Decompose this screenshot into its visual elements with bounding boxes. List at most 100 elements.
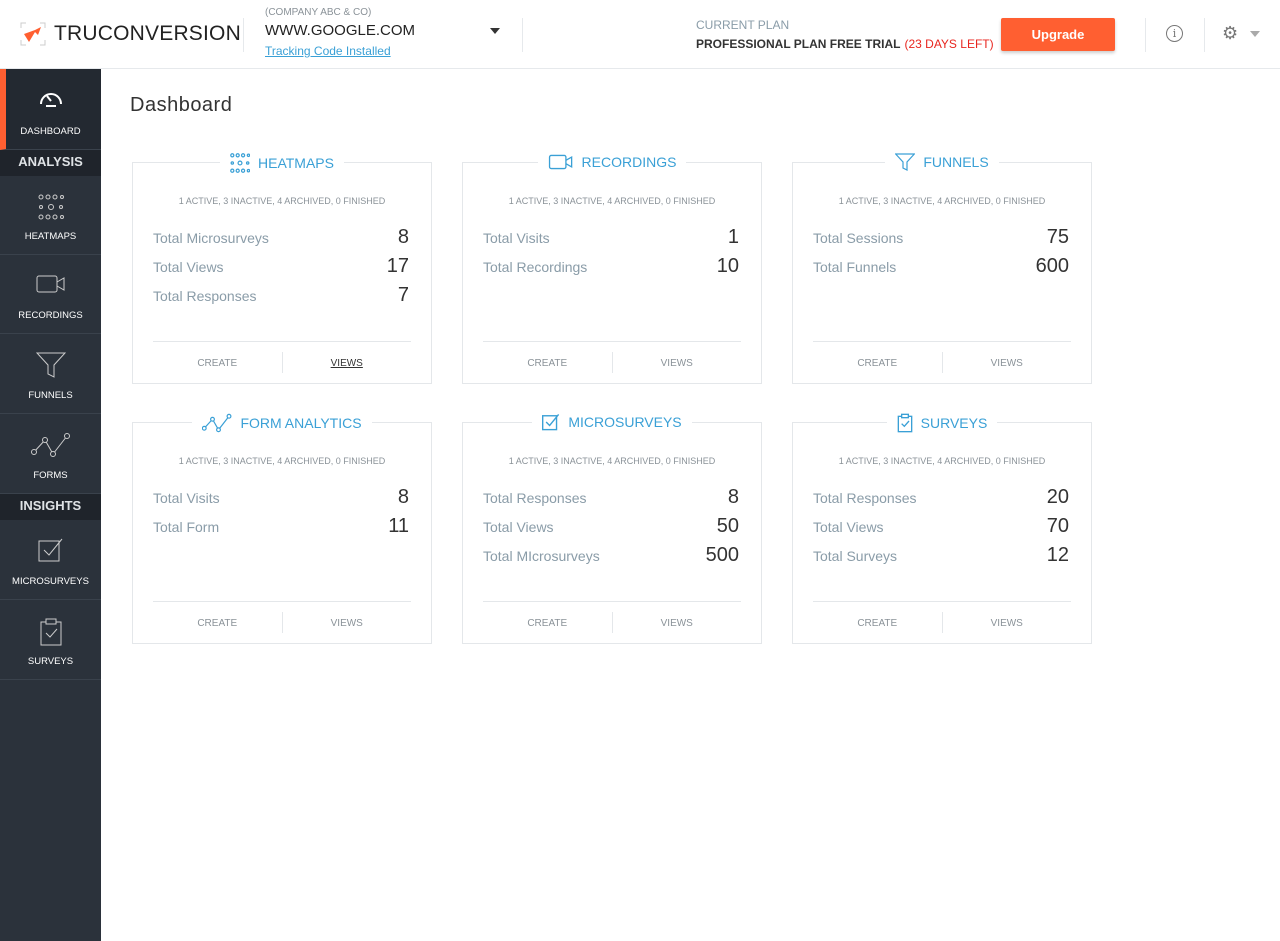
heatmap-icon <box>230 153 250 173</box>
views-button[interactable]: VIEWS <box>943 342 1072 383</box>
sidebar-item-surveys[interactable]: SURVEYS <box>0 600 101 680</box>
views-button[interactable]: VIEWS <box>283 602 412 643</box>
create-button[interactable]: CREATE <box>813 612 943 633</box>
stat-row: Total Recordings 10 <box>483 252 739 281</box>
status-summary: 1 ACTIVE, 3 INACTIVE, 4 ARCHIVED, 0 FINI… <box>178 196 386 206</box>
divider <box>1145 18 1146 52</box>
stat-row: Total Surveys 12 <box>813 541 1069 570</box>
create-button[interactable]: CREATE <box>483 612 613 633</box>
card-microsurveys: MICROSURVEYS 1 ACTIVE, 3 INACTIVE, 4 ARC… <box>462 413 762 644</box>
stat-label: Total Views <box>813 518 884 535</box>
divider <box>1204 18 1205 52</box>
tracking-code-link[interactable]: Tracking Code Installed <box>265 44 391 58</box>
logo-icon <box>20 22 46 46</box>
logo[interactable]: TRUCONVERSION <box>20 22 241 46</box>
card-title-text: SURVEYS <box>920 415 988 431</box>
sidebar-item-microsurveys[interactable]: MICROSURVEYS <box>0 520 101 600</box>
sidebar-item-dashboard[interactable]: DASHBOARD <box>0 69 101 150</box>
funnel-icon <box>35 352 66 378</box>
stat-row: Total Views 70 <box>813 512 1069 541</box>
stat-value: 1 <box>727 226 739 248</box>
stat-row: Total Responses 20 <box>813 483 1069 512</box>
stat-row: Total Visits 1 <box>483 223 739 252</box>
stat-value: 8 <box>397 226 409 248</box>
company-name: (COMPANY ABC & CO) <box>265 7 372 18</box>
heatmap-icon <box>38 194 64 220</box>
stat-label: Total Sessions <box>813 229 904 246</box>
card-heatmaps: HEATMAPS 1 ACTIVE, 3 INACTIVE, 4 ARCHIVE… <box>132 153 432 384</box>
stat-row: Total MIcrosurveys 500 <box>483 541 739 570</box>
sidebar-item-label: SURVEYS <box>27 656 74 667</box>
views-button[interactable]: VIEWS <box>943 602 1072 643</box>
card-recordings: RECORDINGS 1 ACTIVE, 3 INACTIVE, 4 ARCHI… <box>462 153 762 384</box>
create-button[interactable]: CREATE <box>153 352 283 373</box>
create-button[interactable]: CREATE <box>483 352 613 373</box>
stat-label: Total Funnels <box>813 258 897 275</box>
create-button[interactable]: CREATE <box>813 352 943 373</box>
sidebar-item-forms[interactable]: FORMS <box>0 414 101 494</box>
stat-label: Total Microsurveys <box>153 229 269 246</box>
stat-row: Total Funnels 600 <box>813 252 1069 281</box>
chevron-down-icon[interactable] <box>490 28 500 34</box>
chevron-down-icon[interactable] <box>1250 31 1260 37</box>
funnel-icon <box>895 153 916 171</box>
plan-name: PROFESSIONAL PLAN FREE TRIAL (23 DAYS LEF… <box>696 37 994 51</box>
stat-label: Total Recordings <box>483 258 588 275</box>
sidebar-item-label: MICROSURVEYS <box>12 576 89 587</box>
views-button[interactable]: VIEWS <box>283 342 412 383</box>
upgrade-button[interactable]: Upgrade <box>1001 18 1115 51</box>
views-button[interactable]: VIEWS <box>613 602 742 643</box>
plan-days-left: (23 DAYS LEFT) <box>904 37 994 51</box>
sidebar-item-recordings[interactable]: RECORDINGS <box>0 255 101 334</box>
card-title-text: FORM ANALYTICS <box>240 415 362 431</box>
camera-icon <box>548 153 574 171</box>
views-label: VIEWS <box>660 358 693 369</box>
form-analytics-icon <box>202 413 232 433</box>
divider <box>522 18 523 52</box>
plan-name-text: PROFESSIONAL PLAN FREE TRIAL <box>696 37 901 51</box>
sidebar-item-label: HEATMAPS <box>24 231 77 242</box>
page-title: Dashboard <box>130 94 233 116</box>
views-button[interactable]: VIEWS <box>613 342 742 383</box>
stat-row: Total Responses 8 <box>483 483 739 512</box>
stat-label: Total Form <box>153 518 220 535</box>
brand-name: TRUCONVERSION <box>54 22 241 45</box>
stat-value: 12 <box>1046 544 1069 566</box>
clipboard-icon <box>897 413 913 433</box>
views-label: VIEWS <box>330 618 363 629</box>
sidebar: DASHBOARD ANALYSIS HEATMAPS RECORDINGS F… <box>0 69 101 941</box>
stat-value: 70 <box>1046 515 1069 537</box>
stat-row: Total Responses 7 <box>153 281 409 310</box>
section-analysis: ANALYSIS <box>0 150 101 176</box>
stat-label: Total Views <box>153 258 224 275</box>
form-analytics-icon <box>30 433 70 457</box>
top-header: TRUCONVERSION (COMPANY ABC & CO) WWW.GOO… <box>0 0 1280 69</box>
stat-label: Total Surveys <box>813 547 898 564</box>
card-form-analytics: FORM ANALYTICS 1 ACTIVE, 3 INACTIVE, 4 A… <box>132 413 432 644</box>
card-title: FORM ANALYTICS <box>192 413 372 433</box>
card-title: SURVEYS <box>886 413 998 433</box>
site-selector[interactable]: WWW.GOOGLE.COM <box>265 22 415 39</box>
stat-row: Total Microsurveys 8 <box>153 223 409 252</box>
info-icon[interactable]: i <box>1166 25 1183 42</box>
stat-row: Total Form 11 <box>153 512 409 541</box>
stat-label: Total Views <box>483 518 554 535</box>
checkbox-icon <box>542 413 560 431</box>
create-button[interactable]: CREATE <box>153 612 283 633</box>
stat-value: 8 <box>727 486 739 508</box>
sidebar-item-heatmaps[interactable]: HEATMAPS <box>0 176 101 255</box>
card-title: HEATMAPS <box>220 153 344 173</box>
checkbox-icon <box>38 538 62 562</box>
plan-label: CURRENT PLAN <box>696 18 790 32</box>
card-title: MICROSURVEYS <box>532 413 692 431</box>
stat-value: 50 <box>716 515 739 537</box>
sidebar-item-funnels[interactable]: FUNNELS <box>0 334 101 414</box>
views-label: VIEWS <box>330 358 363 369</box>
stat-value: 8 <box>397 486 409 508</box>
stat-row: Total Views 17 <box>153 252 409 281</box>
stat-value: 10 <box>716 255 739 277</box>
stat-value: 20 <box>1046 486 1069 508</box>
status-summary: 1 ACTIVE, 3 INACTIVE, 4 ARCHIVED, 0 FINI… <box>178 456 386 466</box>
stat-label: Total Visits <box>153 489 220 506</box>
gear-icon[interactable]: ⚙ <box>1222 23 1239 43</box>
